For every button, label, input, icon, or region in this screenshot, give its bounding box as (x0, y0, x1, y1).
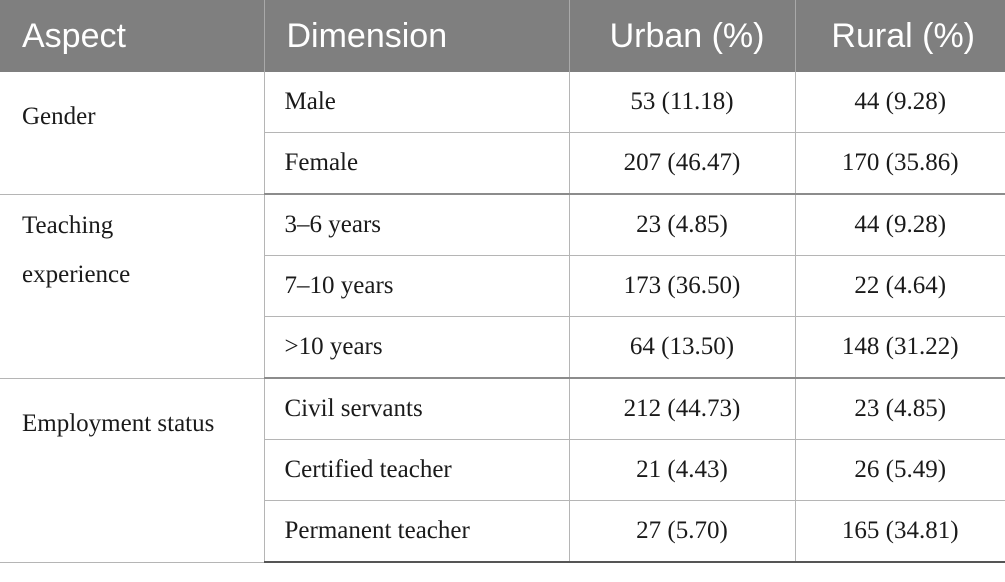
rural-cell: 170 (35.86) (795, 132, 1005, 195)
rural-cell: 22 (4.64) (795, 255, 1005, 317)
table-header: Aspect Dimension Urban (%) Rural (%) (0, 0, 1005, 72)
dimension-cell: Certified teacher (264, 439, 570, 501)
dimension-cell: 7–10 years (264, 255, 570, 317)
table-row: Permanent teacher 27 (5.70) 165 (34.81) (0, 500, 1005, 563)
urban-cell: 27 (5.70) (569, 500, 796, 563)
table-row: 7–10 years 173 (36.50) 22 (4.64) (0, 255, 1005, 317)
dimension-cell: 3–6 years (264, 194, 570, 256)
dimension-cell: Civil servants (264, 378, 570, 440)
rural-cell: 44 (9.28) (795, 194, 1005, 256)
table-row: Female 207 (46.47) 170 (35.86) (0, 132, 1005, 195)
urban-cell: 23 (4.85) (569, 194, 796, 256)
rural-cell: 26 (5.49) (795, 439, 1005, 501)
rural-cell: 148 (31.22) (795, 316, 1005, 379)
header-aspect: Aspect (0, 0, 265, 72)
data-table: Aspect Dimension Urban (%) Rural (%) Gen… (0, 0, 1005, 563)
urban-cell: 207 (46.47) (569, 132, 796, 195)
table-row: Gender Male 53 (11.18) 44 (9.28) (0, 72, 1005, 195)
table-row: >10 years 64 (13.50) 148 (31.22) (0, 316, 1005, 379)
table-row: Teaching experience 3–6 years 23 (4.85) 4… (0, 194, 1005, 379)
header-row: Aspect Dimension Urban (%) Rural (%) (0, 0, 1005, 72)
urban-cell: 53 (11.18) (569, 72, 796, 133)
aspect-cell-employment-status: Employment status (0, 378, 265, 563)
table-row: Employment status Civil servants 212 (44… (0, 378, 1005, 563)
header-urban: Urban (%) (569, 0, 796, 72)
urban-cell: 21 (4.43) (569, 439, 796, 501)
aspect-line: Teaching (22, 211, 114, 239)
aspect-cell-gender: Gender (0, 72, 265, 195)
dimension-cell: >10 years (264, 316, 570, 379)
aspect-cell-teaching-experience: Teaching experience (0, 194, 265, 379)
dimension-cell: Male (264, 72, 570, 133)
rural-cell: 165 (34.81) (795, 500, 1005, 563)
urban-cell: 173 (36.50) (569, 255, 796, 317)
urban-cell: 212 (44.73) (569, 378, 796, 440)
header-dimension: Dimension (264, 0, 570, 72)
aspect-line: experience (22, 260, 131, 288)
dimension-cell: Permanent teacher (264, 500, 570, 563)
dimension-cell: Female (264, 132, 570, 195)
table-body: Gender Male 53 (11.18) 44 (9.28) Female … (0, 72, 1005, 563)
table-row: Certified teacher 21 (4.43) 26 (5.49) (0, 439, 1005, 501)
rural-cell: 44 (9.28) (795, 72, 1005, 133)
header-rural: Rural (%) (831, 16, 975, 55)
rural-cell: 23 (4.85) (795, 378, 1005, 440)
urban-cell: 64 (13.50) (569, 316, 796, 379)
